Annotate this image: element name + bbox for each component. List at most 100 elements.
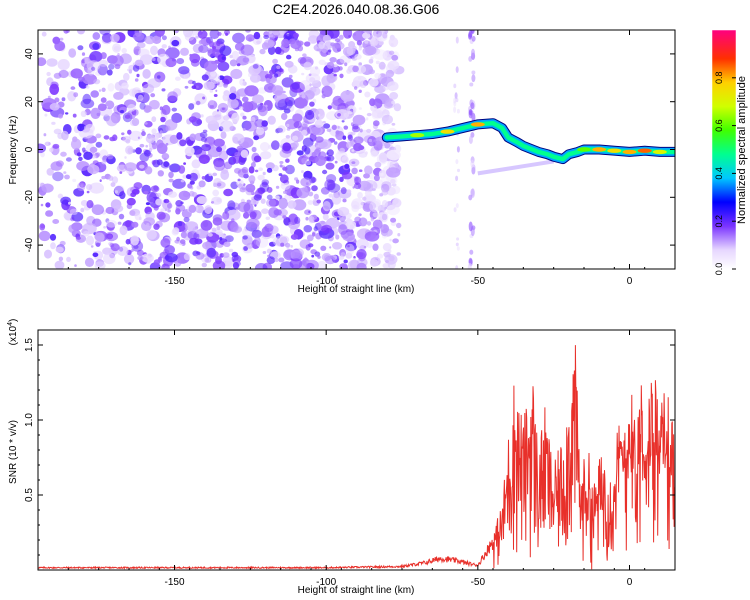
noise-blob [179,139,187,147]
noise-blob [275,185,280,189]
noise-blob [254,169,259,173]
noise-blob [90,245,94,248]
noise-blob [382,145,385,149]
noise-blob [314,136,324,143]
noise-blob [236,145,244,151]
noise-blob [324,179,335,191]
noise-blob [304,257,308,261]
noise-blob [155,198,163,206]
noise-blob [286,127,291,131]
noise-streak-blob [453,83,457,89]
noise-blob [283,190,288,194]
noise-blob [63,171,67,174]
noise-blob [196,119,203,125]
noise-blob [345,243,355,255]
noise-streak-blob [456,237,460,241]
noise-blob [366,128,372,133]
noise-blob [351,125,361,133]
noise-blob [259,48,266,55]
noise-blob [297,57,307,64]
noise-blob [242,96,249,103]
noise-blob [264,223,274,232]
noise-blob [240,44,254,56]
noise-blob [225,235,234,243]
noise-blob [101,160,107,165]
noise-blob [183,253,191,261]
noise-blob [374,85,386,94]
noise-blob [99,179,102,183]
noise-blob [311,185,318,192]
noise-blob [373,179,384,189]
noise-blob [171,112,183,124]
noise-blob [211,227,217,232]
noise-blob [279,68,284,73]
noise-blob [376,253,384,259]
noise-blob [321,253,332,262]
noise-blob [72,113,77,118]
noise-blob [365,117,369,121]
noise-blob [309,101,315,107]
noise-blob [356,40,362,46]
noise-streak-blob [467,262,472,269]
noise-blob [180,231,187,239]
noise-blob [267,45,276,56]
noise-blob [86,184,93,191]
noise-blob [231,50,239,60]
noise-blob [228,248,234,253]
noise-blob [144,166,153,175]
noise-blob [91,204,105,215]
noise-blob [124,162,137,172]
noise-blob [354,182,362,190]
noise-blob [150,93,156,98]
noise-blob [232,156,241,164]
noise-blob [308,216,315,224]
noise-blob [117,53,120,56]
noise-blob [260,198,266,204]
noise-blob [305,216,309,221]
noise-blob [113,46,120,51]
noise-blob [141,131,146,137]
noise-blob [188,204,197,213]
spectrogram-panel: -150 -100 -50 0 -40 -20 0 20 40 Height of straig… [8,29,676,295]
noise-blob [95,152,101,157]
noise-blob [330,42,336,47]
noise-blob [310,66,321,77]
noise-blob [113,104,127,115]
noise-blob [175,208,181,215]
noise-blob [368,78,379,87]
noise-blob [189,172,198,182]
noise-blob [180,47,189,56]
noise-blob [358,62,363,66]
noise-blob [57,193,64,199]
noise-blob [40,203,44,207]
snr-line-path [38,345,675,570]
noise-blob [153,205,159,211]
noise-blob [49,83,60,95]
noise-blob [369,259,379,267]
noise-blob [77,30,85,35]
noise-blob [153,223,160,230]
noise-blob [100,97,107,103]
noise-blob [184,146,195,157]
noise-blob [161,153,170,160]
noise-blob [246,242,253,249]
noise-blob [342,135,347,140]
noise-blob [338,255,345,260]
noise-blob [251,229,262,239]
noise-blob [222,252,230,258]
noise-blob [366,112,372,117]
noise-blob [345,220,357,230]
noise-blob [229,59,238,67]
noise-blob [60,151,67,157]
noise-blob [151,116,157,123]
noise-blob [260,151,272,160]
noise-streak-blob [453,106,457,113]
noise-blob [213,160,226,171]
noise-blob [189,133,197,141]
noise-blob [188,103,195,110]
noise-blob [130,192,137,198]
noise-streak-blob [468,194,473,201]
noise-blob [230,221,239,233]
y-tick-label: -40 [24,237,35,252]
noise-blob [259,142,270,152]
